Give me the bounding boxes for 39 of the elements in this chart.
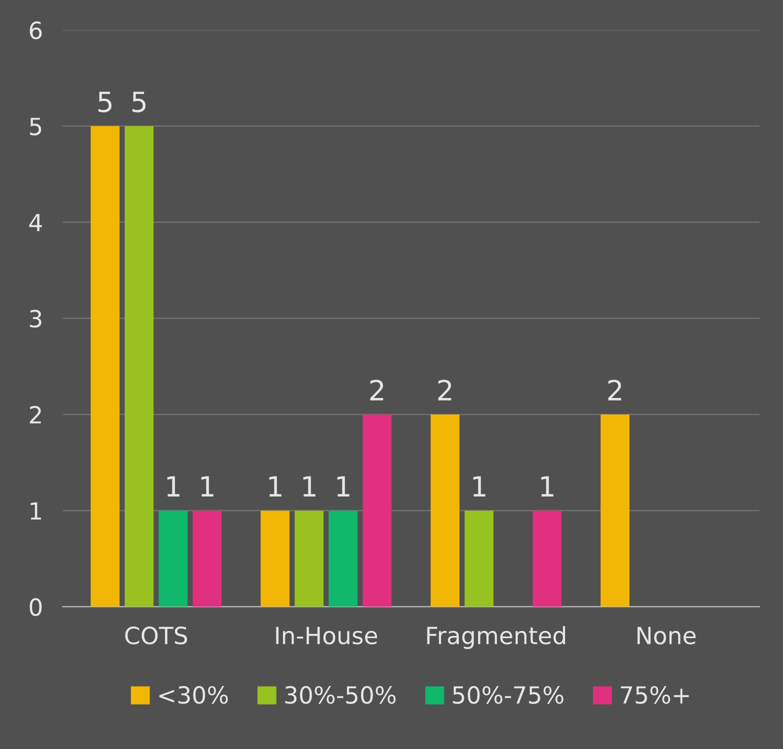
bar <box>90 126 120 607</box>
bar <box>532 510 562 607</box>
legend-label: <30% <box>159 686 228 704</box>
data-label: 1 <box>541 476 554 496</box>
legend-label: 30%-50% <box>285 686 396 704</box>
data-label: 1 <box>303 476 316 496</box>
data-label: 1 <box>337 476 350 496</box>
y-tick-label: 6 <box>30 21 42 40</box>
y-tick-label: 0 <box>30 598 42 616</box>
x-tick-label: Fragmented <box>427 626 566 649</box>
y-tick-label: 2 <box>30 406 41 424</box>
y-tick-label: 3 <box>30 310 42 328</box>
bar <box>124 126 154 607</box>
x-tick-label: None <box>638 626 696 644</box>
bar <box>294 510 324 607</box>
bar <box>158 510 188 607</box>
bar <box>430 414 460 607</box>
bar <box>464 510 494 607</box>
data-label: 1 <box>201 476 214 496</box>
bar <box>192 510 222 607</box>
bar <box>260 510 290 607</box>
legend-label: 75%+ <box>620 686 689 704</box>
y-tick-label: 1 <box>30 502 42 520</box>
data-label: 2 <box>370 380 384 400</box>
bar <box>600 414 630 607</box>
x-tick-label: COTS <box>125 626 188 644</box>
bar <box>362 414 392 607</box>
bar <box>328 510 358 607</box>
y-tick-label: 5 <box>30 118 42 136</box>
legend-label: 50%-75% <box>453 686 564 704</box>
y-tick-label: 4 <box>29 214 42 232</box>
data-label: 2 <box>608 380 622 400</box>
data-label: 1 <box>269 476 282 496</box>
data-label: 2 <box>438 380 452 400</box>
data-label: 1 <box>473 476 486 496</box>
data-label: 5 <box>132 92 146 112</box>
data-label: 1 <box>167 476 180 496</box>
data-label: 5 <box>98 92 112 112</box>
x-tick-label: In-House <box>276 626 378 644</box>
